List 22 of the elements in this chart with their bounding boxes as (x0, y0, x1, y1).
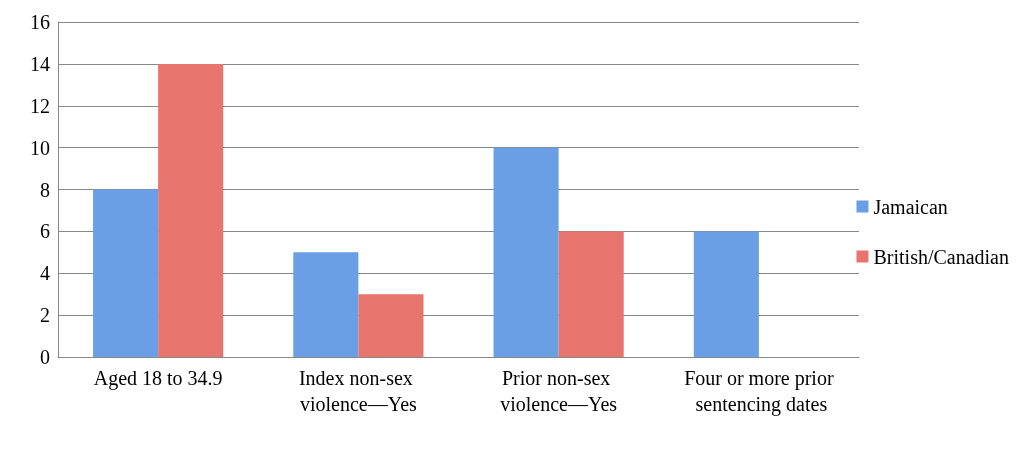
y-tick-label: 10 (30, 136, 50, 159)
y-tick-label: 4 (40, 262, 50, 285)
y-tick-label: 0 (40, 346, 50, 368)
x-tick-label: Prior non-sex violence—Yes (500, 367, 618, 415)
y-tick-label: 6 (40, 220, 50, 243)
bar (558, 231, 624, 357)
y-tick-label: 14 (30, 52, 50, 75)
legend-label: Jamaican (873, 195, 948, 218)
bar (293, 252, 359, 357)
y-tick-label: 8 (40, 178, 50, 201)
bar (93, 189, 159, 357)
bar (493, 147, 559, 357)
y-tick-label: 2 (40, 304, 50, 327)
bar (358, 294, 424, 357)
x-tick-label: Aged 18 to 34.9 (93, 367, 223, 390)
bar (693, 231, 759, 357)
bar (158, 63, 224, 357)
y-tick-label: 12 (30, 94, 50, 117)
legend-label: British/Canadian (873, 245, 1010, 268)
x-tick-label: Four or more prior sentencing dates (684, 367, 834, 416)
y-tick-label: 16 (30, 11, 50, 33)
x-tick-label: Index non-sex violence—Yes (298, 367, 418, 415)
